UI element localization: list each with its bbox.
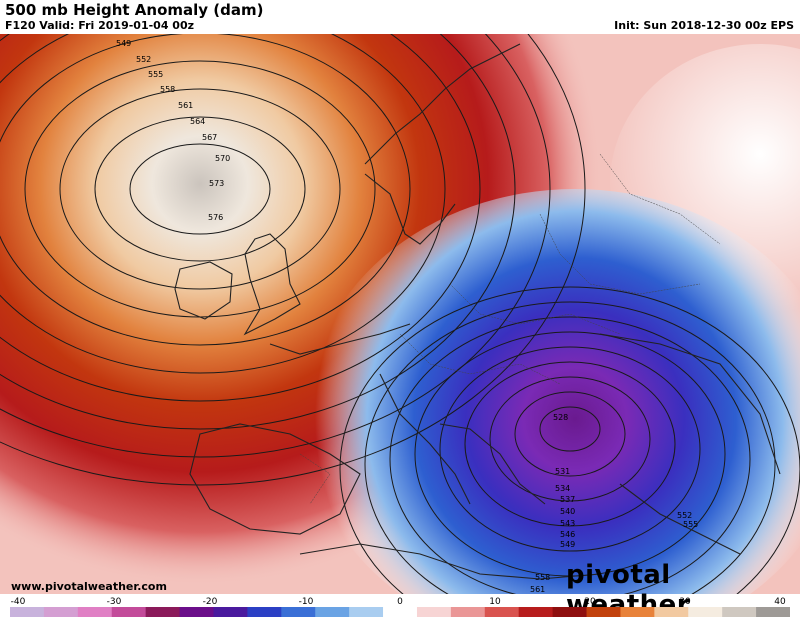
colorbar-swatch [416, 607, 452, 617]
website-url: www.pivotalweather.com [11, 580, 167, 593]
colorbar-swatch [552, 607, 588, 617]
colorbar-tick: -40 [11, 597, 26, 607]
contour-label: 567 [202, 133, 217, 142]
height-contours-high [0, 34, 586, 486]
header: 500 mb Height Anomaly (dam) F120 Valid: … [0, 0, 800, 34]
contour-label: 549 [560, 540, 575, 549]
map-title: 500 mb Height Anomaly (dam) [5, 1, 264, 19]
colorbar-swatch [484, 607, 520, 617]
colorbar-tick: -30 [107, 597, 122, 607]
contour-label-group: 549 552 555 558 561 564 567 570 573 576 … [116, 39, 698, 594]
contour-label: 555 [683, 520, 698, 529]
contour-label: 573 [209, 179, 224, 188]
valid-time: F120 Valid: Fri 2019-01-04 00z [5, 19, 195, 32]
contour-label: 570 [215, 154, 230, 163]
colorbar-swatch [586, 607, 621, 617]
contour-label: 558 [535, 573, 550, 582]
contour-label: 534 [555, 484, 570, 493]
contour-label: 558 [160, 85, 175, 94]
colorbar-swatch [179, 607, 214, 617]
colorbar-swatch [722, 607, 757, 617]
negative-anomaly-field [305, 189, 800, 594]
country-borders [299, 153, 721, 505]
colorbar-tick: -20 [203, 597, 218, 607]
colorbar-swatch [315, 607, 350, 617]
contour-label: 552 [677, 511, 692, 520]
contour-label: 549 [116, 39, 131, 48]
colorbar-swatch [145, 607, 181, 617]
contour-label: 543 [560, 519, 575, 528]
anomaly-map: 549 552 555 558 561 564 567 570 573 576 … [0, 34, 800, 594]
colorbar-swatch [111, 607, 147, 617]
colorbar: -40 -30 -20 -10 0 10 20 30 40 [10, 596, 791, 618]
colorbar-tick: -10 [299, 597, 314, 607]
colorbar-tick: 10 [489, 597, 501, 607]
contour-label: 531 [555, 467, 570, 476]
colorbar-swatch [450, 607, 486, 617]
colorbar-tick-labels: -40 -30 -20 -10 0 10 20 30 40 [11, 597, 786, 607]
colorbar-swatches [10, 607, 791, 617]
colorbar-tick: 20 [584, 597, 596, 607]
colorbar-swatch [349, 607, 384, 617]
contour-label: 561 [178, 101, 193, 110]
colorbar-swatch [654, 607, 689, 617]
init-time: Init: Sun 2018-12-30 00z EPS [614, 19, 794, 32]
coastlines [174, 43, 781, 580]
colorbar-swatch [213, 607, 248, 617]
colorbar-swatch [620, 607, 655, 617]
contour-label: 552 [136, 55, 151, 64]
colorbar-canvas: -40 -30 -20 -10 0 10 20 30 40 [10, 597, 791, 617]
contour-label: 546 [560, 530, 575, 539]
colorbar-swatch [518, 607, 554, 617]
colorbar-swatch [10, 607, 45, 617]
contour-label: 537 [560, 495, 575, 504]
map-canvas: 549 552 555 558 561 564 567 570 573 576 … [0, 34, 800, 594]
colorbar-swatch [688, 607, 723, 617]
contour-label: 576 [208, 213, 223, 222]
contour-label: 561 [530, 585, 545, 594]
colorbar-swatch [383, 607, 418, 617]
colorbar-swatch [247, 607, 282, 617]
contour-label: 555 [148, 70, 163, 79]
contour-label: 540 [560, 507, 575, 516]
contour-label: 564 [190, 117, 205, 126]
colorbar-tick: 40 [774, 597, 786, 607]
height-contours-low [339, 286, 800, 594]
colorbar-tick: 0 [397, 597, 403, 607]
contour-label: 528 [553, 413, 568, 422]
colorbar-tick: 30 [679, 597, 691, 607]
colorbar-swatch [756, 607, 791, 617]
colorbar-swatch [43, 607, 79, 617]
colorbar-swatch [77, 607, 113, 617]
colorbar-swatch [281, 607, 316, 617]
